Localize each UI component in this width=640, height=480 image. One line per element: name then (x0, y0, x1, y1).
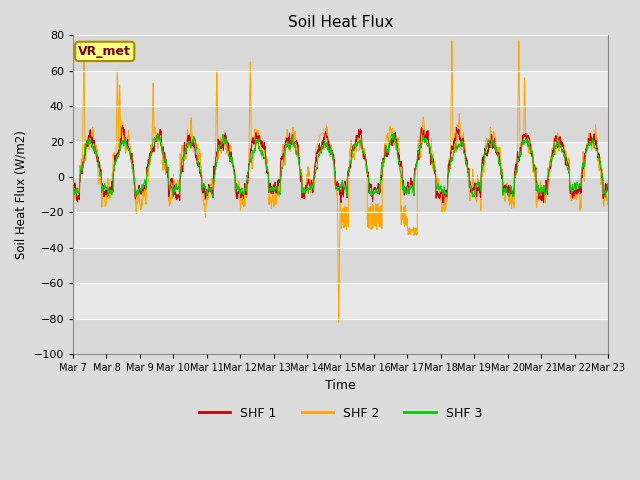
Bar (73, 319, 608, 354)
X-axis label: Time: Time (325, 379, 356, 392)
Bar (73, 106, 608, 142)
Y-axis label: Soil Heat Flux (W/m2): Soil Heat Flux (W/m2) (15, 130, 28, 259)
Bar (73, 248, 608, 283)
Bar (73, 177, 608, 213)
Bar (73, 36, 608, 71)
Legend: SHF 1, SHF 2, SHF 3: SHF 1, SHF 2, SHF 3 (194, 402, 487, 425)
Text: VR_met: VR_met (78, 45, 131, 58)
Title: Soil Heat Flux: Soil Heat Flux (288, 15, 393, 30)
